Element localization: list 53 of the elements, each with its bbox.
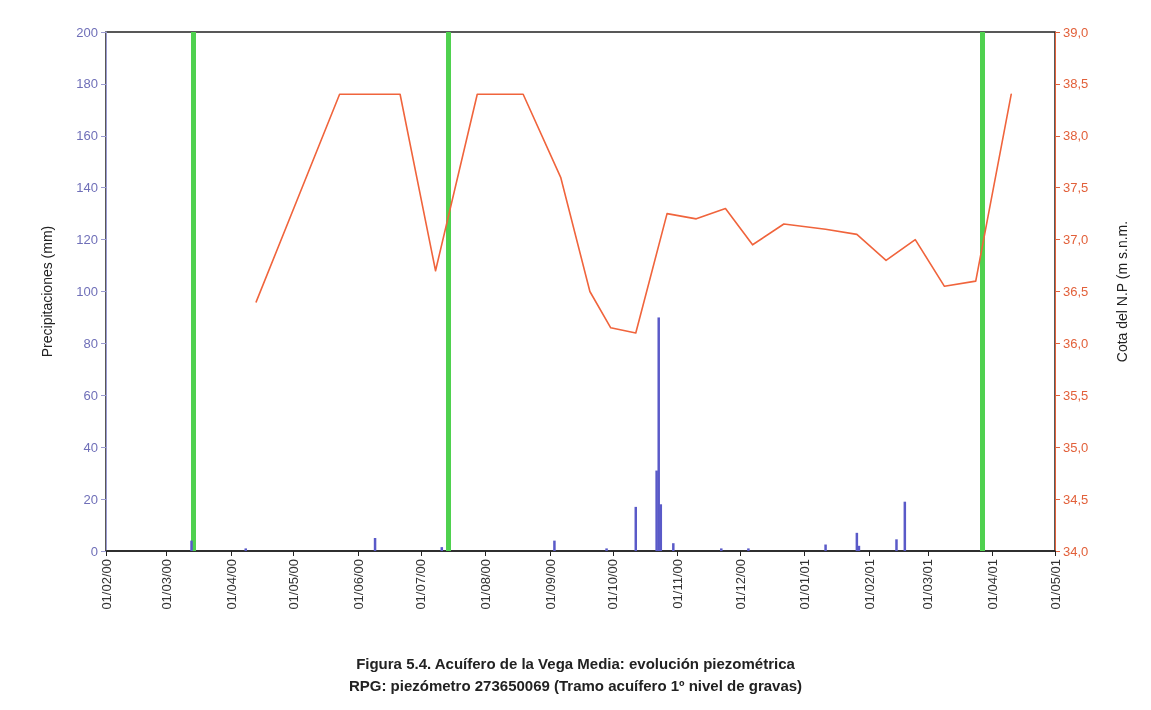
y-axis-title: Precipitaciones (mm) — [39, 225, 55, 358]
x-tick-label: 01/02/00 — [98, 559, 114, 610]
y-tick-label: 100 — [76, 284, 98, 299]
y-tick-label: 20 — [83, 491, 98, 507]
y-tick-label: 180 — [76, 76, 98, 92]
y2-tick-label: 37,5 — [1063, 180, 1089, 196]
y-tick-label: 80 — [83, 335, 98, 351]
x-tick-label: 01/03/00 — [158, 559, 174, 610]
y2-axis-title: Cota del N.P (m s.n.m. — [1114, 220, 1130, 363]
x-tick-label: 01/09/00 — [542, 559, 558, 610]
y2-tick-label: 35,0 — [1063, 439, 1089, 455]
bar — [720, 548, 723, 551]
x-tick-label: 01/01/01 — [797, 559, 813, 610]
y-tick-label: 60 — [83, 387, 98, 403]
bar — [605, 548, 608, 551]
bar — [672, 543, 675, 551]
y-tick-label: 120 — [76, 232, 98, 248]
y-tick-label: 200 — [76, 24, 98, 40]
x-tick-label: 01/03/01 — [920, 559, 936, 610]
x-tick-label: 01/05/01 — [1047, 559, 1063, 610]
bar — [553, 540, 556, 551]
y2-tick-label: 38,5 — [1063, 76, 1089, 92]
y-tick-label: 0 — [90, 543, 98, 559]
x-tick-label: 01/07/00 — [413, 559, 429, 610]
text: RPG: piezómetro 273650069 (Tramo acuífero 1º nivel de gravas) — [348, 677, 803, 694]
y-tick-label: 160 — [76, 128, 98, 144]
y2-tick-label: 36,0 — [1063, 335, 1089, 351]
x-tick-label: 01/06/00 — [350, 559, 366, 610]
x-tick-label: 01/11/00 — [669, 559, 685, 609]
y2-tick-label: 38,0 — [1063, 128, 1089, 144]
y2-tick-label: 35,5 — [1063, 387, 1089, 403]
x-tick-label: 01/04/01 — [984, 559, 1000, 610]
bar — [747, 548, 750, 551]
bar — [244, 548, 247, 551]
y-tick-label: 140 — [76, 180, 98, 196]
y2-tick-label: 34,5 — [1063, 491, 1089, 507]
y2-tick-label: 36,5 — [1063, 284, 1089, 299]
bar — [824, 544, 827, 551]
y-tick-label: 40 — [83, 439, 98, 455]
y2-tick-label: 39,0 — [1063, 24, 1089, 40]
x-tick-label: 01/08/00 — [478, 559, 494, 610]
bar — [895, 539, 898, 551]
x-tick-label: 01/10/00 — [605, 559, 621, 610]
x-tick-label: 01/04/00 — [223, 559, 239, 610]
y2-tick-label: 34,0 — [1063, 543, 1089, 559]
line-series — [255, 93, 1012, 334]
text: Figura 5.4. Acuífero de la Vega Media: evolución piezométrica — [356, 655, 796, 672]
x-tick-label: 01/12/00 — [732, 559, 748, 610]
x-tick-label: 01/05/00 — [286, 559, 302, 610]
bar — [657, 317, 660, 551]
y2-tick-label: 37,0 — [1063, 232, 1089, 248]
x-tick-label: 01/02/01 — [861, 559, 877, 610]
bar — [190, 540, 193, 551]
